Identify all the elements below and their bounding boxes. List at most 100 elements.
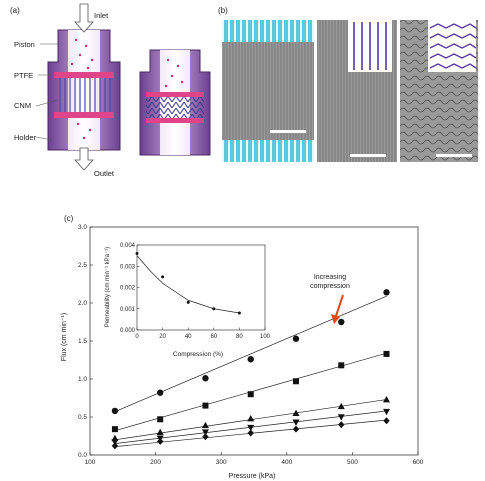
inset-data-point [186, 300, 190, 304]
data-point-triangle-up [247, 415, 255, 422]
inset-fit-curve [136, 255, 240, 314]
data-point-square [157, 416, 164, 423]
x-tick-label: 200 [150, 459, 161, 466]
y-tick-label: 1.0 [78, 376, 87, 383]
callout-holder: Holder [14, 133, 37, 142]
inset-x-tick-label: 40 [185, 334, 192, 340]
inset-data-point [161, 275, 165, 279]
data-point-square [247, 391, 254, 398]
inlet-arrow [74, 3, 94, 33]
callout-outlet: Outlet [94, 169, 115, 178]
inset-y-tick-label: 0.003 [120, 264, 136, 270]
data-point-triangle-down [383, 408, 391, 416]
inset-ticks: 0 20 40 60 80 100 0.000 0.001 0.002 0.003 0.004 [120, 243, 271, 340]
data-point-triangle-up [337, 402, 345, 410]
data-point-diamond [111, 442, 119, 450]
callout-inlet: Inlet [94, 11, 109, 20]
callout-cnm: CNM [14, 101, 31, 110]
data-point-triangle-up [383, 396, 391, 403]
panel-a-label: (a) [10, 6, 20, 15]
inset-cnm-bottom [222, 140, 314, 162]
panel-b-micrographs [222, 20, 478, 162]
main-data-points [111, 289, 391, 450]
data-point-diamond [383, 417, 390, 425]
scale-bar-2 [350, 154, 386, 157]
data-point-circle [156, 389, 164, 396]
inset-wavy-lines [429, 23, 477, 69]
x-tick-label: 300 [216, 459, 227, 466]
data-point-triangle-down [337, 414, 345, 421]
inset-x-tick-label: 0 [135, 334, 139, 340]
y-tick-label: 2.5 [78, 262, 87, 269]
inset-straight-lines [353, 22, 387, 70]
data-point-square [383, 350, 390, 357]
inset-x-tick-label: 80 [236, 334, 243, 340]
cnm-vertical-tubes [59, 78, 111, 112]
inset-wavy-tubes [428, 20, 476, 72]
annotation-line-2: compression [310, 283, 350, 290]
data-point-square [338, 362, 345, 369]
inset-data-point [212, 307, 216, 311]
inset-data-points [135, 252, 241, 315]
x-tick-label: 500 [347, 459, 358, 466]
data-point-circle [383, 289, 390, 296]
y-tick-label: 2.0 [78, 300, 87, 307]
x-tick-label: 400 [281, 459, 292, 466]
x-axis-label: Pressure (kPa) [229, 473, 276, 480]
panel-c-label: (c) [64, 214, 74, 223]
x-tick-label: 600 [413, 459, 424, 466]
data-point-diamond [292, 425, 300, 433]
data-point-square [292, 378, 299, 385]
x-tick-label: 100 [85, 459, 96, 466]
scale-bar-1 [270, 130, 306, 133]
inset-y-tick-label: 0.002 [120, 286, 136, 292]
callout-ptfe: PTFE [14, 71, 33, 80]
inset-data-point [237, 311, 241, 315]
callout-piston: Piston [14, 40, 35, 49]
inset-y-axis-label: Permeability (cm min⁻¹ kPa⁻¹) [105, 247, 111, 327]
sem-image-1 [222, 20, 314, 162]
annotation-arrow [331, 294, 344, 324]
y-tick-label: 3.0 [78, 224, 87, 231]
callout-lines [35, 43, 60, 141]
inset-cnm-top [222, 20, 314, 42]
outlet-arrow [74, 147, 94, 171]
data-point-diamond [202, 433, 209, 441]
data-point-triangle-up [201, 421, 209, 429]
inset-x-axis-label: Compression (%) [173, 351, 223, 358]
inset-x-tick-label: 100 [260, 334, 271, 340]
ptfe-bottom-layer [54, 112, 114, 118]
y-tick-label: 1.5 [78, 338, 87, 345]
panel-b-label: (b) [218, 6, 228, 15]
data-point-triangle-down [201, 429, 209, 436]
data-point-triangle-up [156, 428, 164, 435]
inset-x-tick-label: 20 [159, 334, 166, 340]
data-point-circle [202, 375, 209, 382]
inset-fit-curve-line [136, 255, 240, 314]
data-point-diamond [247, 429, 254, 437]
data-point-square [202, 402, 209, 409]
ptfe-top-layer [54, 72, 114, 78]
data-point-diamond [156, 437, 164, 445]
data-point-triangle-up [292, 409, 300, 416]
device-compressed [139, 49, 211, 156]
y-axis-label: Flux (cm min⁻¹) [61, 313, 68, 361]
inset-y-tick-label: 0.000 [120, 328, 136, 334]
particles [70, 38, 94, 140]
data-point-square [111, 426, 118, 433]
inset-y-tick-label: 0.004 [120, 243, 136, 249]
device-open [47, 3, 121, 171]
inset-data-point [135, 252, 139, 255]
data-point-triangle-down [247, 424, 255, 432]
data-point-circle [338, 318, 345, 326]
inset-frame [136, 244, 266, 331]
scale-bar-3 [436, 154, 472, 157]
y-tick-label: 0.5 [78, 414, 87, 421]
inset-x-tick-label: 60 [210, 334, 217, 340]
data-point-circle [292, 335, 300, 342]
flux-pressure-chart: 100 200 300 400 500 6000.00.51.01.52.02.53.0 … [61, 224, 424, 480]
annotation-line-1: Increasing [314, 274, 346, 281]
y-tick-label: 0.0 [78, 452, 87, 459]
inset-y-tick-label: 0.001 [120, 307, 136, 313]
